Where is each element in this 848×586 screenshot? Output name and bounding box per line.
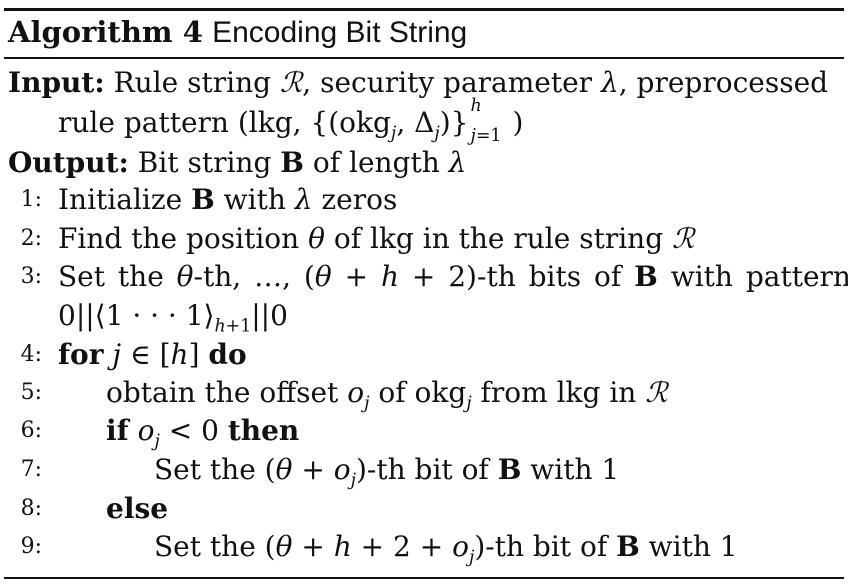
input-keyword: Input:	[8, 66, 105, 99]
output-keyword: Output:	[8, 146, 129, 179]
step-3-continued: 0||⟨1 · · · 1⟩h+1||0	[58, 299, 288, 337]
output-line: Output: Bit string B of length λ	[8, 146, 467, 179]
step-1: 1: Initialize B with λ zeros	[0, 181, 848, 219]
line-number: 1:	[20, 187, 42, 212]
step-8: 8: else	[0, 490, 848, 528]
top-rule	[4, 8, 844, 11]
algorithm-title: Encoding Bit String	[212, 16, 468, 49]
step-7: 7: Set the (θ + oj)-th bit of B with 1	[0, 451, 848, 489]
line-number: 5:	[20, 380, 42, 405]
step-3: 3: Set the θ-th, …, (θ + h + 2)-th bits …	[0, 258, 848, 296]
caption-rule	[4, 57, 844, 59]
algorithm-label: Algorithm 4	[8, 15, 203, 49]
algorithm-caption: Algorithm 4 Encoding Bit String	[8, 12, 467, 52]
line-number: 8:	[20, 496, 42, 521]
line-number: 4:	[20, 342, 42, 367]
line-number: 3:	[20, 264, 42, 289]
line-number: 2:	[20, 226, 42, 251]
step-2: 2: Find the position θ of lkg in the rul…	[0, 220, 848, 258]
step-4: 4: for j ∈ [h] do	[0, 336, 848, 374]
line-number: 9:	[20, 534, 42, 559]
line-number: 7:	[20, 457, 42, 482]
step-6: 6: if oj < 0 then	[0, 412, 848, 450]
step-5: 5: obtain the offset oj of okgj from lkg…	[0, 374, 848, 412]
input-line-continued: rule pattern (lkg, {(okgj, Δj)} h j=1)	[58, 96, 524, 146]
bottom-rule	[4, 577, 844, 579]
step-9: 9: Set the (θ + h + 2 + oj)-th bit of B …	[0, 528, 848, 566]
line-number: 6:	[20, 418, 42, 443]
input-line: Input: Rule string ℛ, security parameter…	[8, 66, 829, 99]
